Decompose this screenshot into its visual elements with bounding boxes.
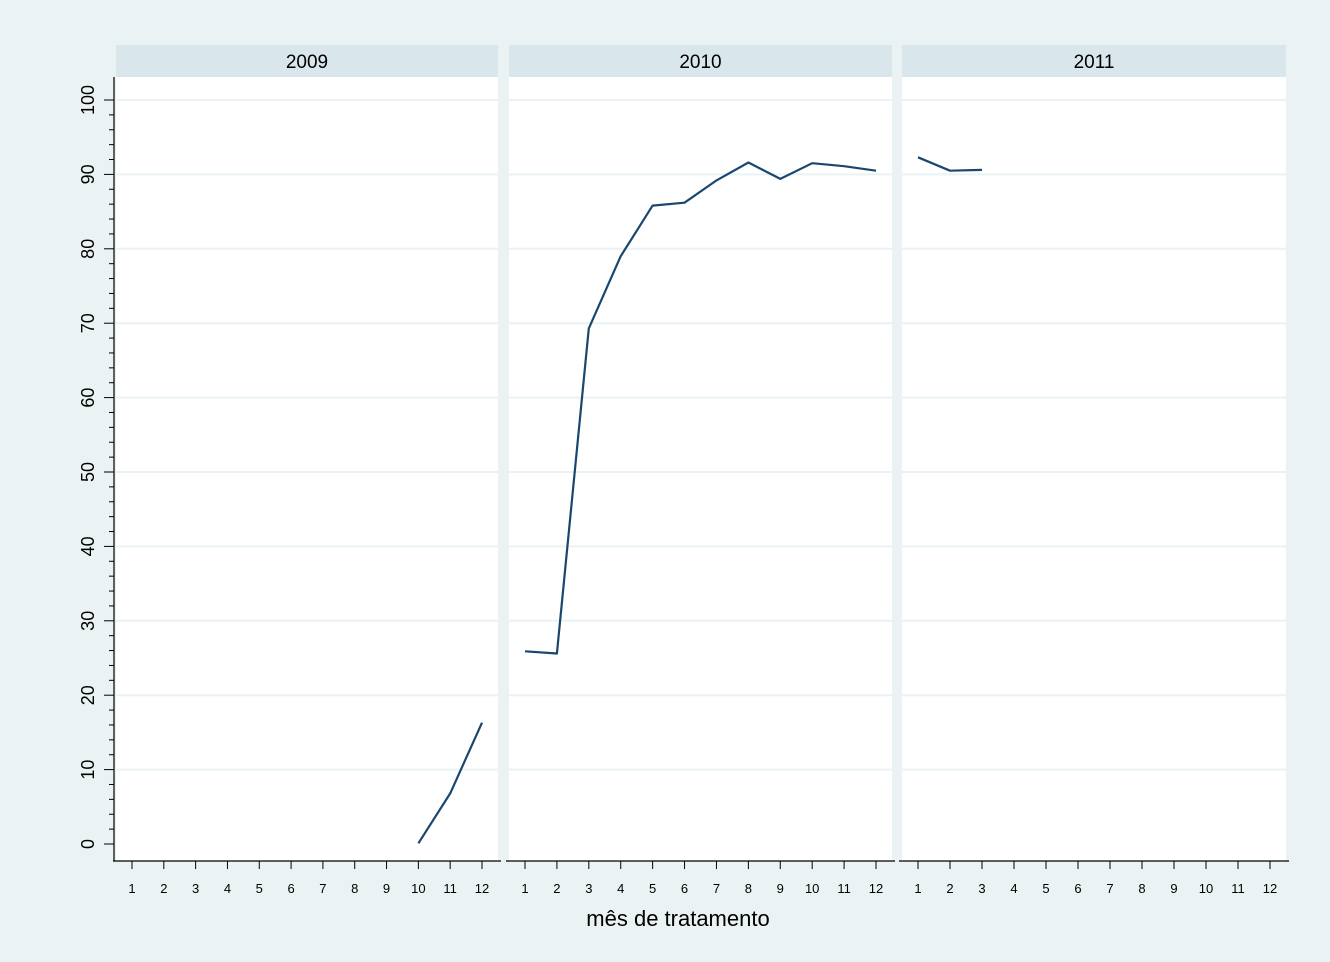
plot-area: [902, 77, 1286, 861]
x-tick-label: 3: [192, 881, 199, 896]
x-axis-title: mês de tratamento: [586, 906, 769, 931]
y-tick-label: 90: [78, 164, 98, 184]
x-tick-label: 2: [553, 881, 560, 896]
x-tick-label: 1: [521, 881, 528, 896]
x-tick-label: 6: [1074, 881, 1081, 896]
x-tick-label: 4: [224, 881, 231, 896]
x-tick-label: 8: [745, 881, 752, 896]
y-tick-label: 80: [78, 239, 98, 259]
x-tick-label: 9: [383, 881, 390, 896]
x-tick-label: 4: [617, 881, 624, 896]
x-tick-label: 7: [1106, 881, 1113, 896]
x-tick-label: 8: [351, 881, 358, 896]
x-tick-label: 2: [946, 881, 953, 896]
y-tick-label: 20: [78, 685, 98, 705]
y-tick-label: 60: [78, 388, 98, 408]
x-tick-label: 4: [1010, 881, 1017, 896]
y-tick-label: 50: [78, 462, 98, 482]
x-tick-label: 12: [1263, 881, 1277, 896]
x-tick-label: 1: [128, 881, 135, 896]
plot-area: [116, 77, 498, 861]
x-tick-label: 7: [713, 881, 720, 896]
x-tick-label: 10: [805, 881, 819, 896]
x-tick-label: 11: [443, 881, 457, 896]
y-tick-label: 40: [78, 536, 98, 556]
x-tick-label: 3: [978, 881, 985, 896]
x-tick-label: 6: [287, 881, 294, 896]
x-tick-label: 12: [475, 881, 489, 896]
x-tick-label: 10: [1199, 881, 1213, 896]
y-tick-label: 30: [78, 611, 98, 631]
plot-area: [509, 77, 892, 861]
x-tick-label: 5: [256, 881, 263, 896]
panel-title: 2009: [286, 52, 328, 73]
x-tick-label: 5: [649, 881, 656, 896]
panel-title: 2010: [679, 52, 721, 73]
y-tick-label: 10: [78, 760, 98, 780]
y-tick-label: 70: [78, 313, 98, 333]
x-tick-label: 12: [869, 881, 883, 896]
x-tick-label: 5: [1042, 881, 1049, 896]
x-tick-label: 8: [1138, 881, 1145, 896]
x-tick-label: 11: [837, 881, 851, 896]
x-tick-label: 6: [681, 881, 688, 896]
x-tick-label: 3: [585, 881, 592, 896]
x-tick-label: 9: [777, 881, 784, 896]
x-tick-label: 7: [319, 881, 326, 896]
x-tick-label: 10: [411, 881, 425, 896]
y-tick-label: 0: [78, 839, 98, 849]
x-tick-label: 1: [914, 881, 921, 896]
x-tick-label: 11: [1231, 881, 1245, 896]
y-tick-label: 100: [78, 85, 98, 115]
panel-title: 2011: [1074, 52, 1115, 73]
x-tick-label: 2: [160, 881, 167, 896]
x-tick-label: 9: [1170, 881, 1177, 896]
